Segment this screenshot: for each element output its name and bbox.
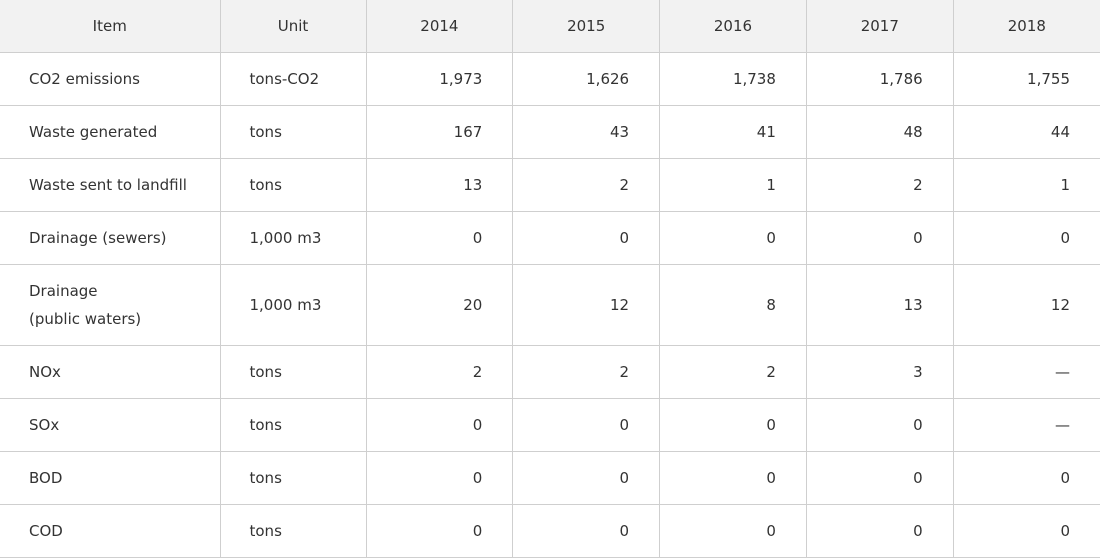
cell-2017: 0 [805, 398, 954, 452]
row-item-label: Waste generated [0, 105, 221, 159]
cell-2018: 0 [952, 211, 1100, 265]
row-item-label: COD [0, 504, 221, 558]
cell-2015: 2 [512, 345, 661, 399]
cell-2015: 1,626 [512, 52, 661, 106]
cell-2018: 44 [952, 105, 1100, 159]
row-item-label: Waste sent to landfill [0, 158, 221, 212]
cell-2016: 41 [659, 105, 807, 159]
cell-2015: 0 [512, 451, 661, 505]
cell-2015: 0 [512, 211, 661, 265]
column-header-2014: 2014 [365, 0, 514, 53]
table-row: NOx tons 2 2 2 3 — [0, 345, 1100, 399]
cell-2016: 0 [659, 398, 807, 452]
cell-2016: 2 [659, 345, 807, 399]
cell-2016: 1,738 [659, 52, 807, 106]
row-unit: tons [219, 345, 367, 399]
cell-2018: — [952, 398, 1100, 452]
cell-2014: 20 [365, 264, 514, 346]
column-header-2015: 2015 [512, 0, 661, 53]
column-header-unit: Unit [219, 0, 367, 53]
row-item-label: Drainage (sewers) [0, 211, 221, 265]
row-item-label: SOx [0, 398, 221, 452]
row-unit: 1,000 m3 [219, 264, 367, 346]
table-row: Drainage (sewers) 1,000 m3 0 0 0 0 0 [0, 211, 1100, 265]
cell-2016: 0 [659, 211, 807, 265]
table-row: Waste sent to landfill tons 13 2 1 2 1 [0, 158, 1100, 212]
cell-2015: 2 [512, 158, 661, 212]
cell-2018: 12 [952, 264, 1100, 346]
cell-2017: 0 [805, 451, 954, 505]
cell-2018: 0 [952, 451, 1100, 505]
table-row: COD tons 0 0 0 0 0 [0, 504, 1100, 558]
table-row: Drainage (public waters) 1,000 m3 20 12 … [0, 264, 1100, 346]
cell-2014: 13 [365, 158, 514, 212]
column-header-2017: 2017 [805, 0, 954, 53]
cell-2017: 3 [805, 345, 954, 399]
cell-2018: 1 [952, 158, 1100, 212]
row-unit: tons [219, 105, 367, 159]
cell-2016: 0 [659, 504, 807, 558]
cell-2018: 0 [952, 504, 1100, 558]
row-unit: 1,000 m3 [219, 211, 367, 265]
cell-2018: — [952, 345, 1100, 399]
cell-2016: 8 [659, 264, 807, 346]
column-header-2018: 2018 [952, 0, 1100, 53]
row-unit: tons [219, 451, 367, 505]
row-unit: tons-CO2 [219, 52, 367, 106]
cell-2017: 0 [805, 504, 954, 558]
row-item-label: CO2 emissions [0, 52, 221, 106]
cell-2014: 1,973 [365, 52, 514, 106]
cell-2016: 0 [659, 451, 807, 505]
table-row: CO2 emissions tons-CO2 1,973 1,626 1,738… [0, 52, 1100, 106]
column-header-item: Item [0, 0, 221, 53]
cell-2017: 13 [805, 264, 954, 346]
cell-2017: 48 [805, 105, 954, 159]
cell-2014: 0 [365, 504, 514, 558]
table-row: Waste generated tons 167 43 41 48 44 [0, 105, 1100, 159]
cell-2017: 0 [805, 211, 954, 265]
cell-2017: 1,786 [805, 52, 954, 106]
row-item-label: Drainage (public waters) [0, 264, 221, 346]
cell-2015: 0 [512, 398, 661, 452]
column-header-2016: 2016 [659, 0, 807, 53]
row-unit: tons [219, 504, 367, 558]
row-item-label: NOx [0, 345, 221, 399]
cell-2014: 0 [365, 398, 514, 452]
cell-2015: 43 [512, 105, 661, 159]
cell-2014: 0 [365, 451, 514, 505]
row-item-label: BOD [0, 451, 221, 505]
cell-2018: 1,755 [952, 52, 1100, 106]
cell-2014: 0 [365, 211, 514, 265]
cell-2015: 12 [512, 264, 661, 346]
table-row: BOD tons 0 0 0 0 0 [0, 451, 1100, 505]
cell-2016: 1 [659, 158, 807, 212]
cell-2017: 2 [805, 158, 954, 212]
row-unit: tons [219, 398, 367, 452]
cell-2014: 167 [365, 105, 514, 159]
cell-2015: 0 [512, 504, 661, 558]
cell-2014: 2 [365, 345, 514, 399]
table-row: SOx tons 0 0 0 0 — [0, 398, 1100, 452]
row-unit: tons [219, 158, 367, 212]
header-row: Item Unit 2014 2015 2016 2017 2018 [0, 0, 1100, 53]
